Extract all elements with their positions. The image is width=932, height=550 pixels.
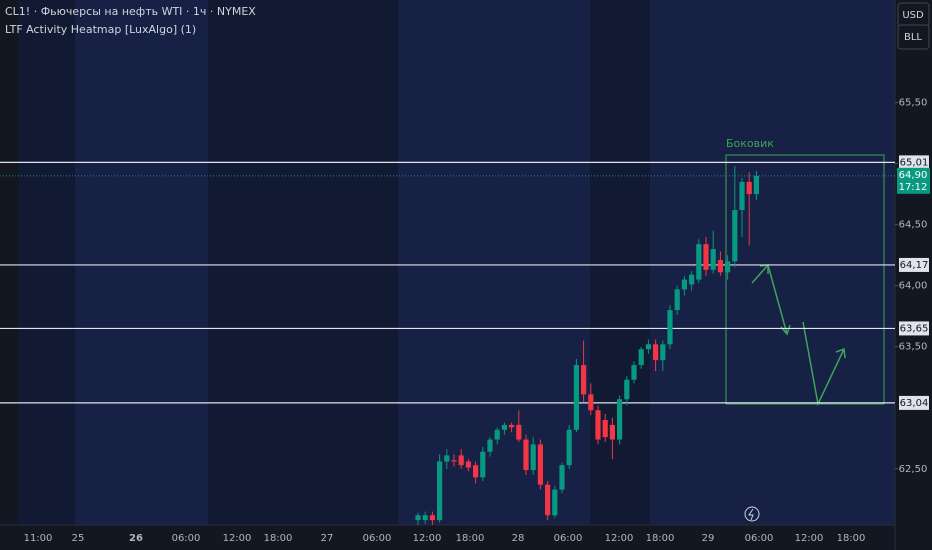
countdown: 17:12 (899, 182, 928, 193)
x-tick-label: 06:00 (745, 533, 774, 544)
x-tick-label: 29 (702, 533, 715, 544)
button-label[interactable]: USD (902, 10, 924, 21)
candle-body (545, 484, 551, 516)
x-tick-label: 12:00 (605, 533, 634, 544)
candle-body (653, 344, 659, 361)
candle-body (429, 515, 435, 521)
level-label: 63,65 (900, 323, 929, 334)
last-price-box (897, 167, 930, 194)
candle-body (559, 465, 565, 490)
candle-body (674, 289, 680, 311)
candle-body (530, 444, 536, 471)
session-band (208, 0, 398, 525)
candle-body (487, 439, 493, 452)
button[interactable] (897, 24, 930, 50)
x-tick-label: 26 (129, 533, 143, 544)
x-tick-label: 12:00 (413, 533, 442, 544)
candle-body (725, 261, 731, 273)
candle-body (703, 244, 709, 270)
level-label: 63,04 (900, 398, 929, 409)
range-box (725, 154, 885, 405)
candle-body (537, 444, 543, 485)
candle-body (473, 465, 479, 478)
candle-body (717, 260, 723, 273)
candle-body (753, 175, 759, 195)
candle-body (573, 365, 579, 430)
candle-body (732, 210, 738, 262)
button-label[interactable]: BLL (904, 32, 922, 43)
candle-body (415, 515, 421, 521)
chart-title: CL1! · Фьючерсы на нефть WTI · 1ч · NYME… (5, 5, 256, 18)
x-tick-label: 11:00 (24, 533, 53, 544)
candle-body (451, 460, 457, 462)
candle-body (602, 420, 608, 438)
candle-body (595, 410, 601, 440)
x-tick-label: 28 (512, 533, 525, 544)
level-label: 65,01 (900, 157, 929, 168)
y-tick-label: 62,50 (899, 464, 928, 475)
level-label-box (899, 321, 929, 336)
x-tick-label: 18:00 (646, 533, 675, 544)
annotation: Боковик (726, 137, 774, 150)
candle-body (617, 399, 623, 440)
last-price-label: 64,90 (899, 170, 928, 181)
indicator-name: LTF Activity Heatmap [LuxAlgo] (1) (5, 23, 196, 36)
candle-body (509, 424, 515, 428)
x-tick-label: 25 (72, 533, 85, 544)
candle-body (681, 279, 687, 290)
candle-body (465, 461, 471, 468)
x-tick-label: 18:00 (837, 533, 866, 544)
candle-body (552, 489, 558, 516)
session-band (75, 0, 208, 525)
y-tick-label: 63,50 (899, 342, 928, 353)
session-band (590, 0, 650, 525)
level-label-box (899, 395, 929, 410)
y-tick-label: 64,00 (899, 281, 928, 292)
session-band (18, 0, 75, 525)
candle-body (581, 365, 587, 395)
candle-body (609, 424, 615, 440)
candle-body (458, 455, 464, 466)
candle-body (501, 424, 507, 430)
candle-body (631, 365, 637, 380)
candle-body (696, 244, 702, 280)
candle-body (667, 310, 673, 345)
x-tick-label: 27 (321, 533, 334, 544)
level-label-box (899, 155, 929, 170)
x-tick-label: 18:00 (456, 533, 485, 544)
candle-body (480, 451, 486, 478)
x-tick-label: 12:00 (795, 533, 824, 544)
x-tick-label: 06:00 (363, 533, 392, 544)
candle-body (588, 394, 594, 411)
level-label: 64,17 (900, 260, 929, 271)
candle-body (645, 344, 651, 350)
candle-body (710, 249, 716, 270)
candle-body (516, 424, 522, 440)
y-tick-label: 65,50 (899, 98, 928, 109)
candle-body (660, 344, 666, 361)
candle-body (638, 349, 644, 366)
candle-body (494, 429, 500, 440)
candle-body (437, 461, 443, 521)
candle-body (422, 515, 428, 521)
level-label-box (899, 257, 929, 272)
session-band (650, 0, 895, 525)
x-tick-label: 06:00 (554, 533, 583, 544)
x-tick-label: 12:00 (223, 533, 252, 544)
candle-body (624, 379, 630, 400)
candle-body (566, 429, 572, 466)
candle-body (523, 439, 529, 471)
candle-body (444, 455, 450, 462)
event-icon[interactable] (748, 508, 754, 521)
candle-body (746, 181, 752, 195)
event-icon[interactable] (744, 506, 760, 522)
x-tick-label: 18:00 (264, 533, 293, 544)
y-tick-label: 64,50 (899, 220, 928, 231)
x-tick-label: 06:00 (172, 533, 201, 544)
session-band (398, 0, 590, 525)
candle-body (739, 181, 745, 210)
candle-body (689, 274, 695, 285)
